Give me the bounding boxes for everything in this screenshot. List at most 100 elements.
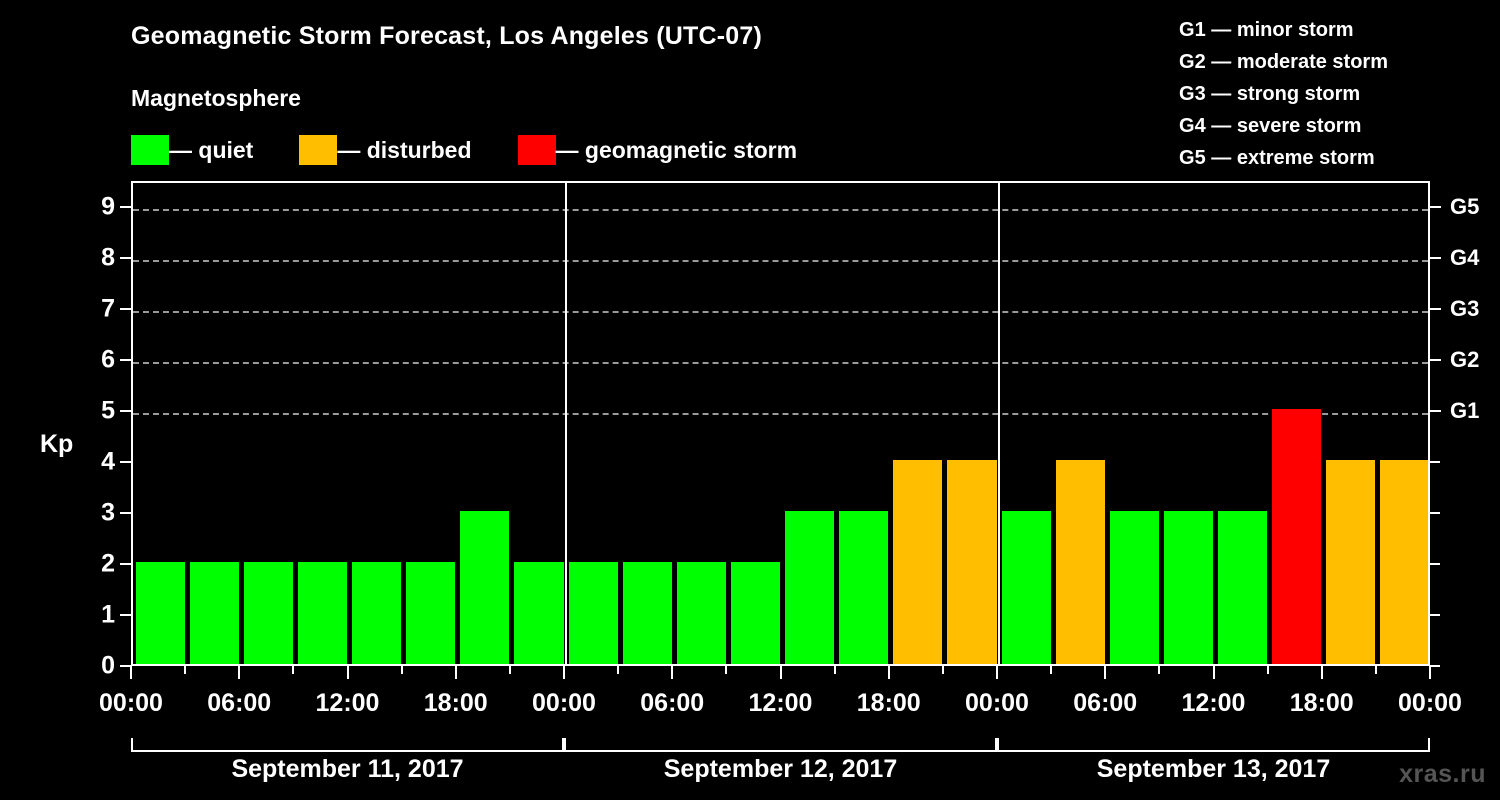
x-tick-mark-minor-9 [617,666,620,674]
g-tick-mark-G5 [1429,205,1441,208]
x-tick-label-10: 12:00 [1181,689,1246,717]
x-tick-label-9: 06:00 [1073,689,1138,717]
x-tick-mark-5 [671,666,674,679]
x-tick-mark-6 [779,666,782,679]
legend-item-disturbed: — disturbed [299,135,472,165]
bar-kp [514,561,564,664]
bar-kp [785,510,835,664]
x-tick-label-7: 18:00 [856,689,921,717]
bar-kp [1109,510,1159,664]
y-tick-label-9: 9 [101,192,115,221]
day-bracket-3 [997,738,1430,752]
bar-kp [1380,459,1428,664]
y-tick-label-0: 0 [101,651,115,680]
right-axis-minor-tick-1 [1429,613,1440,616]
legend-label-disturbed: — disturbed [337,136,472,163]
bar-kp [297,561,347,664]
bar-kp [947,459,997,664]
x-tick-mark-9 [1104,666,1107,679]
g-scale-line-3: G3 — strong storm [1179,83,1361,105]
x-tick-mark-7 [887,666,890,679]
x-tick-mark-minor-19 [1158,666,1161,674]
x-tick-mark-minor-5 [400,666,403,674]
gridline-kp-9 [133,208,1428,211]
x-tick-mark-3 [454,666,457,679]
gridline-kp-6 [133,361,1428,364]
y-axis-title: Kp [40,430,74,458]
g-tick-mark-G3 [1429,307,1441,310]
plot-inner [133,183,1428,664]
day-bracket-2 [564,738,997,752]
legend-swatch-quiet [131,135,169,165]
gridline-kp-7 [133,310,1428,313]
x-tick-label-6: 12:00 [748,689,813,717]
watermark: xras.ru [1399,760,1486,788]
x-tick-mark-10 [1212,666,1215,679]
x-tick-mark-0 [130,666,132,679]
bar-kp [1055,459,1105,664]
legend-item-quiet: — quiet [131,135,253,165]
g-scale-line-1: G1 — minor storm [1179,19,1354,41]
x-tick-mark-minor-7 [508,666,511,674]
x-tick-mark-minor-15 [941,666,944,674]
x-tick-mark-8 [996,666,998,679]
right-axis-minor-tick-0 [1429,665,1440,667]
gridline-kp-8 [133,259,1428,262]
x-tick-label-3: 18:00 [423,689,488,717]
y-tick-label-3: 3 [101,498,115,527]
bar-kp [1001,510,1051,664]
x-tick-mark-12 [1429,666,1431,679]
y-tick-label-8: 8 [101,243,115,272]
day-bracket-1 [131,738,564,752]
day-label-1: September 11, 2017 [231,755,464,783]
day-label-2: September 12, 2017 [663,755,898,783]
y-tick-label-4: 4 [101,447,115,476]
y-tick-label-7: 7 [101,294,115,323]
g-tick-mark-G1 [1429,409,1441,412]
g-tick-label-G3: G3 [1450,295,1480,321]
g-tick-label-G2: G2 [1450,346,1480,372]
day-separator [565,183,567,664]
y-tick-label-5: 5 [101,396,115,425]
x-tick-label-5: 06:00 [640,689,705,717]
gridline-kp-5 [133,412,1428,415]
g-tick-mark-G4 [1429,256,1441,259]
x-tick-label-2: 12:00 [315,689,380,717]
g-tick-label-G4: G4 [1450,244,1480,270]
page-title: Geomagnetic Storm Forecast, Los Angeles … [131,22,763,50]
x-tick-mark-minor-3 [292,666,295,674]
x-tick-mark-1 [238,666,241,679]
x-tick-mark-2 [346,666,349,679]
day-separator [998,183,1000,664]
y-tick-label-1: 1 [101,600,115,629]
g-scale-line-5: G5 — extreme storm [1179,147,1375,169]
x-tick-label-1: 06:00 [207,689,272,717]
bar-kp [406,561,456,664]
bar-kp [1163,510,1213,664]
series-title: Magnetosphere [131,85,301,111]
right-axis-minor-tick-5 [1429,409,1440,412]
x-tick-mark-11 [1320,666,1323,679]
x-tick-mark-minor-23 [1374,666,1377,674]
x-tick-label-8: 00:00 [965,689,1029,717]
x-tick-mark-minor-13 [833,666,836,674]
bar-kp [1272,408,1322,664]
right-axis-minor-tick-3 [1429,511,1440,514]
g-scale-line-2: G2 — moderate storm [1179,51,1388,73]
bar-kp [676,561,726,664]
bar-kp [1218,510,1268,664]
bar-kp [568,561,618,664]
g-tick-label-G5: G5 [1450,193,1480,219]
legend-item-storm: — geomagnetic storm [517,135,797,165]
bar-kp [189,561,239,664]
bar-kp [730,561,780,664]
bar-kp [460,510,510,664]
y-tick-label-6: 6 [101,345,115,374]
bar-kp [135,561,185,664]
right-axis-minor-tick-2 [1429,562,1440,565]
right-axis-minor-tick-8 [1429,256,1440,259]
x-tick-label-12: 00:00 [1398,689,1462,717]
x-tick-label-4: 00:00 [532,689,596,717]
legend: — quiet — disturbed — geomagnetic storm [131,132,843,168]
x-tick-mark-4 [563,666,565,679]
